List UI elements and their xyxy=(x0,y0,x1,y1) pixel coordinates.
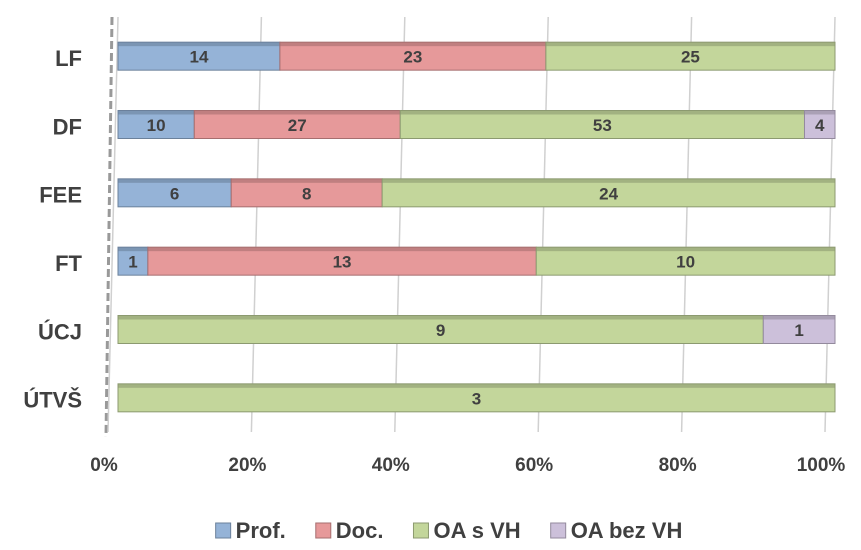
y-tick-label: FT xyxy=(55,251,82,276)
data-label: 10 xyxy=(676,253,695,272)
grid-line xyxy=(250,16,263,433)
x-tick-label: 40% xyxy=(372,455,410,476)
legend-label: Prof. xyxy=(236,518,286,543)
x-tick-label: 100% xyxy=(797,455,846,476)
data-label: 1 xyxy=(794,321,803,340)
x-tick-label: 60% xyxy=(515,455,553,476)
data-label: 8 xyxy=(302,184,311,203)
legend-swatch xyxy=(315,522,332,539)
bar-top xyxy=(545,42,835,47)
data-label: 27 xyxy=(288,116,307,135)
y-tick-label: LF xyxy=(55,46,82,71)
bar-top xyxy=(536,247,835,252)
legend-label: OA bez VH xyxy=(571,518,683,543)
axis-wall xyxy=(104,16,114,438)
bar-top xyxy=(147,247,537,252)
bar-top xyxy=(118,178,232,183)
bar-segment xyxy=(147,246,537,276)
legend-swatch xyxy=(215,522,232,539)
bar-top xyxy=(118,42,280,47)
legend-label: Doc. xyxy=(336,518,384,543)
data-label: 14 xyxy=(189,48,208,67)
grid-line xyxy=(824,16,836,433)
grid-line xyxy=(394,16,406,433)
grid-line xyxy=(537,16,549,433)
bar-segment xyxy=(117,246,149,276)
y-tick-label: ÚTVŠ xyxy=(23,388,82,413)
bar-top xyxy=(118,383,835,388)
y-tick-label: FEE xyxy=(39,183,82,208)
grid-line xyxy=(680,16,693,433)
y-tick-label: DF xyxy=(53,114,82,139)
data-label: 53 xyxy=(593,116,612,135)
bar-segment xyxy=(117,315,764,344)
data-label: 24 xyxy=(599,184,618,203)
bar-segment xyxy=(230,178,383,208)
data-label: 23 xyxy=(403,48,422,67)
bar-segment xyxy=(803,110,836,139)
bar-segment xyxy=(117,178,232,208)
bar-top xyxy=(231,178,383,183)
bar-top xyxy=(279,42,546,47)
bar-segment xyxy=(117,383,836,413)
bar-top xyxy=(763,315,835,320)
x-tick-label: 20% xyxy=(228,455,266,476)
bar-top xyxy=(804,110,835,115)
bar-top xyxy=(194,110,401,115)
legend-label: OA s VH xyxy=(433,518,520,543)
bar-segment xyxy=(381,178,836,208)
x-tick-label: 80% xyxy=(659,455,697,476)
bar-segment xyxy=(545,41,836,71)
bar-segment xyxy=(279,41,547,71)
data-label: 4 xyxy=(815,116,825,135)
data-label: 1 xyxy=(128,253,137,272)
bar-top xyxy=(118,110,195,115)
bar-segment xyxy=(399,110,805,139)
bar-top xyxy=(382,178,835,183)
data-label: 10 xyxy=(147,116,166,135)
bar-top xyxy=(118,247,148,252)
legend-swatch xyxy=(550,522,567,539)
grid-line xyxy=(107,16,119,433)
data-label: 25 xyxy=(681,48,700,67)
data-label: 6 xyxy=(170,184,179,203)
bar-segment xyxy=(762,315,836,344)
data-label: 13 xyxy=(333,253,352,272)
y-tick-label: ÚCJ xyxy=(38,319,82,344)
x-tick-label: 0% xyxy=(90,455,118,476)
data-label: 9 xyxy=(436,321,445,340)
data-label: 3 xyxy=(472,389,481,408)
legend-swatch xyxy=(412,522,429,539)
bar-top xyxy=(400,110,805,115)
bar-top xyxy=(118,315,764,320)
